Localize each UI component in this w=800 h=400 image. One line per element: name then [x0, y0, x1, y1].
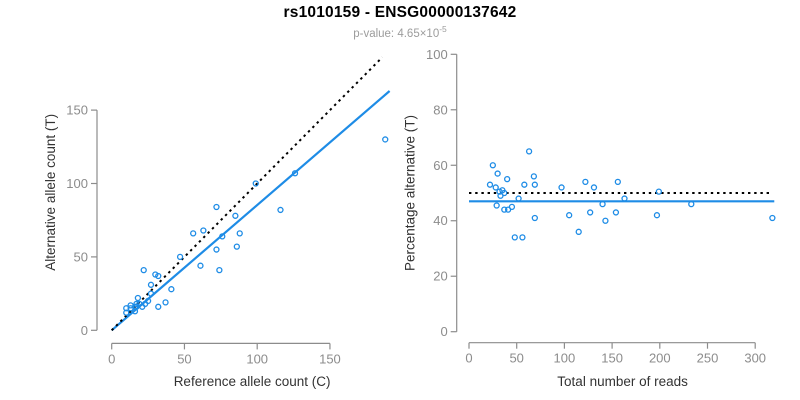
data-point — [769, 214, 776, 222]
x-tick-label: 200 — [649, 351, 671, 366]
y-tick-label: 80 — [433, 102, 447, 117]
identity-line — [110, 56, 384, 332]
data-point — [531, 181, 538, 188]
data-point — [213, 246, 220, 253]
data-point — [493, 202, 500, 209]
data-point — [602, 217, 609, 224]
data-point — [612, 209, 620, 216]
data-point — [168, 286, 175, 293]
y-tick-label: 60 — [433, 158, 447, 173]
data-point — [382, 136, 389, 143]
data-point — [590, 184, 598, 191]
y-tick-label: 40 — [433, 213, 447, 228]
data-point — [197, 262, 204, 269]
data-point — [575, 228, 582, 235]
data-point — [558, 184, 565, 191]
regression-line — [110, 90, 391, 332]
data-point — [614, 178, 621, 186]
figure-title: rs1010159 - ENSG00000137642 — [283, 4, 517, 21]
panel-right: 0 20 40 60 80 100 0 50 100 150 200 250 300 Total numb… — [403, 47, 776, 389]
data-point — [291, 170, 299, 177]
data-point — [497, 192, 504, 199]
data-point — [655, 188, 662, 195]
data-point — [131, 308, 139, 315]
x-tick-label: 150 — [319, 351, 341, 366]
x-tick-label: 300 — [744, 351, 766, 366]
data-point — [140, 266, 147, 274]
y-tick-label: 50 — [74, 249, 88, 264]
data-point — [504, 175, 511, 183]
data-point — [190, 230, 197, 237]
data-point — [511, 234, 518, 241]
data-point — [147, 290, 155, 297]
data-point — [216, 266, 223, 274]
y-tick-label: 0 — [81, 323, 88, 338]
x-tick-label: 50 — [177, 351, 191, 366]
data-point — [521, 181, 528, 188]
data-point — [200, 227, 207, 234]
data-point — [566, 212, 573, 219]
x-tick-label: 0 — [108, 351, 115, 366]
y-tick-label: 150 — [66, 103, 88, 118]
data-point — [653, 212, 661, 219]
data-point — [531, 214, 538, 222]
y-axis-title: Alternative allele count (T) — [43, 114, 58, 271]
data-point — [162, 299, 169, 306]
data-point — [123, 309, 130, 316]
data-point — [134, 294, 142, 302]
data-point — [133, 300, 140, 308]
x-tick-label: 150 — [601, 351, 623, 366]
data-point — [233, 243, 240, 250]
data-point — [252, 180, 259, 187]
data-point — [525, 148, 533, 155]
data-point — [176, 253, 184, 261]
data-point — [599, 200, 606, 208]
data-point — [494, 170, 501, 177]
y-axis-title: Percentage alternative (T) — [403, 115, 418, 271]
data-point — [144, 297, 152, 305]
data-point — [501, 206, 508, 213]
x-tick-label: 100 — [246, 351, 268, 366]
data-point — [530, 173, 538, 180]
data-point — [147, 281, 155, 288]
data-point — [492, 184, 499, 191]
data-point — [213, 203, 220, 211]
data-point — [515, 195, 522, 202]
data-point — [277, 206, 284, 214]
x-axis-title: Total number of reads — [557, 374, 688, 389]
data-point — [232, 212, 239, 219]
data-point — [582, 178, 589, 186]
data-point — [519, 234, 526, 241]
data-point — [219, 233, 226, 240]
y-tick-label: 100 — [426, 47, 448, 62]
x-tick-label: 0 — [465, 351, 472, 366]
data-point — [236, 230, 243, 237]
x-tick-label: 50 — [509, 351, 523, 366]
y-tick-label: 100 — [66, 176, 88, 191]
data-point — [621, 195, 628, 202]
data-point — [587, 209, 594, 216]
data-point — [508, 203, 516, 211]
pvalue-exponent: -5 — [439, 24, 447, 34]
data-point — [155, 303, 162, 310]
x-tick-label: 250 — [697, 351, 719, 366]
pvalue-text: p-value: 4.65×10 — [353, 27, 440, 40]
panel-left: 0 50 100 150 0 50 100 150 Reference allele count… — [43, 56, 391, 389]
figure-subtitle: p-value: 4.65×10-5 — [0, 24, 800, 40]
data-point — [489, 162, 497, 169]
x-tick-label: 100 — [554, 351, 576, 366]
x-axis-title: Reference allele count (C) — [174, 374, 331, 389]
y-tick-label: 20 — [433, 269, 447, 284]
data-point — [155, 272, 162, 280]
data-point — [486, 181, 494, 188]
y-tick-label: 0 — [440, 324, 447, 339]
data-point — [688, 200, 695, 208]
